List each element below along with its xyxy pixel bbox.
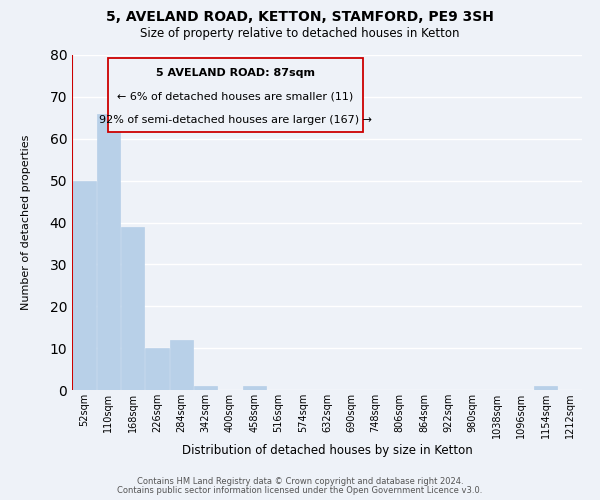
Text: Size of property relative to detached houses in Ketton: Size of property relative to detached ho… xyxy=(140,28,460,40)
Bar xyxy=(121,226,144,390)
Text: 5 AVELAND ROAD: 87sqm: 5 AVELAND ROAD: 87sqm xyxy=(156,68,315,78)
FancyBboxPatch shape xyxy=(108,58,363,132)
Bar xyxy=(97,114,120,390)
Text: 5, AVELAND ROAD, KETTON, STAMFORD, PE9 3SH: 5, AVELAND ROAD, KETTON, STAMFORD, PE9 3… xyxy=(106,10,494,24)
Text: 92% of semi-detached houses are larger (167) →: 92% of semi-detached houses are larger (… xyxy=(99,116,372,126)
Bar xyxy=(534,386,557,390)
Y-axis label: Number of detached properties: Number of detached properties xyxy=(21,135,31,310)
Text: Contains HM Land Registry data © Crown copyright and database right 2024.: Contains HM Land Registry data © Crown c… xyxy=(137,477,463,486)
Bar xyxy=(170,340,193,390)
Bar xyxy=(73,180,95,390)
X-axis label: Distribution of detached houses by size in Ketton: Distribution of detached houses by size … xyxy=(182,444,472,457)
Bar xyxy=(145,348,169,390)
Text: ← 6% of detached houses are smaller (11): ← 6% of detached houses are smaller (11) xyxy=(117,92,353,102)
Bar xyxy=(242,386,266,390)
Bar xyxy=(194,386,217,390)
Text: Contains public sector information licensed under the Open Government Licence v3: Contains public sector information licen… xyxy=(118,486,482,495)
